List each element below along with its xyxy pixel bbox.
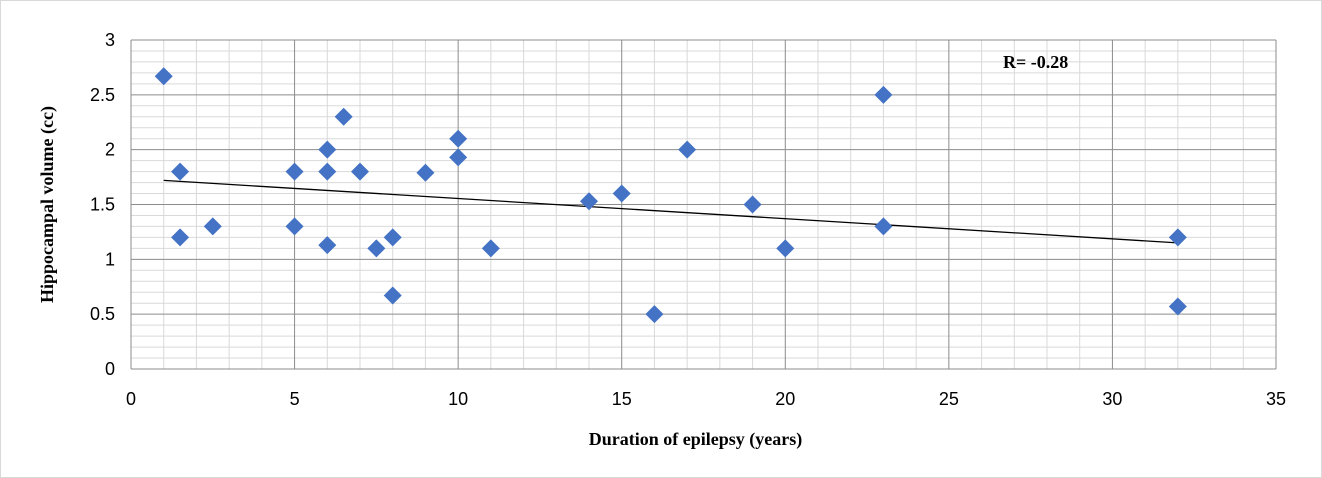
data-point xyxy=(1168,297,1187,316)
data-point xyxy=(645,305,664,324)
data-point xyxy=(367,239,386,258)
y-tick-label: 1 xyxy=(105,249,115,269)
x-tick-label: 30 xyxy=(1102,389,1122,409)
x-tick-label: 20 xyxy=(775,389,795,409)
major-gridlines xyxy=(131,39,1277,369)
data-point xyxy=(285,217,304,236)
data-point xyxy=(285,162,304,181)
data-point xyxy=(580,192,598,211)
data-point xyxy=(874,85,893,104)
x-tick-label: 10 xyxy=(448,389,468,409)
data-point xyxy=(154,67,173,86)
y-tick-label: 0 xyxy=(105,359,115,379)
data-point xyxy=(776,239,795,258)
y-tick-label: 2 xyxy=(105,140,115,160)
y-tick-label: 0.5 xyxy=(90,304,115,324)
data-point xyxy=(171,228,190,247)
x-tick-labels: 0 5 10 15 20 25 30 35 xyxy=(126,389,1286,409)
data-point xyxy=(678,140,697,159)
data-point xyxy=(318,236,337,255)
x-tick-label: 5 xyxy=(290,389,300,409)
trendline xyxy=(163,179,1178,244)
y-tick-label: 3 xyxy=(105,30,115,50)
x-tick-label: 15 xyxy=(612,389,632,409)
y-tick-label: 2.5 xyxy=(90,85,115,105)
x-tick-label: 25 xyxy=(939,389,959,409)
data-point xyxy=(1168,228,1187,247)
data-point xyxy=(383,228,402,247)
data-point xyxy=(874,217,893,236)
y-tick-labels: 0 0.5 1 1.5 2 2.5 3 xyxy=(90,30,115,379)
data-point xyxy=(449,148,468,167)
data-point xyxy=(449,129,468,148)
data-point xyxy=(383,286,402,305)
data-point xyxy=(203,217,222,236)
x-tick-label: 35 xyxy=(1266,389,1286,409)
data-points xyxy=(154,67,1187,324)
data-point xyxy=(171,162,190,181)
axes xyxy=(130,40,1276,370)
trendline-group xyxy=(163,179,1178,244)
correlation-annotation: R= -0.28 xyxy=(1003,52,1068,72)
data-point xyxy=(612,184,631,203)
data-point xyxy=(481,239,500,258)
data-point xyxy=(351,162,369,181)
x-tick-label: 0 xyxy=(126,389,136,409)
y-axis-title: Hippocampal volume (cc) xyxy=(37,106,58,303)
data-point xyxy=(334,107,353,126)
y-tick-label: 1.5 xyxy=(90,195,115,215)
data-point xyxy=(318,140,337,159)
x-axis-title: Duration of epilepsy (years) xyxy=(589,429,802,450)
data-point xyxy=(416,163,435,182)
data-point xyxy=(318,162,337,181)
data-point xyxy=(743,195,762,214)
